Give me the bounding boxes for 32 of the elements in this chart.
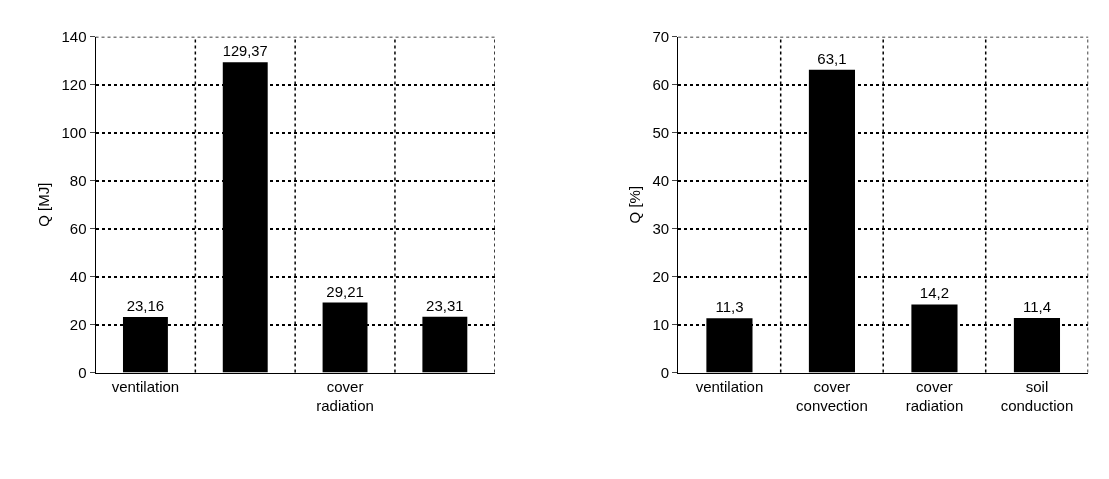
data-label: 11,3 [715,298,744,316]
y-tick-label: 0 [660,363,670,381]
y-tick-label: 50 [652,123,670,141]
y-tick-label: 100 [61,123,87,141]
y-tick-label: 0 [78,363,87,381]
y-axis-title: Q [MJ] [34,182,52,227]
y-tick-label: 120 [61,75,87,93]
y-tick-label: 20 [652,267,670,285]
y-tick-label: 10 [652,315,670,333]
y-tick-label: 80 [69,171,87,189]
y-tick-label: 70 [652,27,670,45]
y-tick-label: 140 [61,27,87,45]
data-label: 11,4 [1022,297,1051,315]
x-tick-label: ventilation [695,377,764,395]
data-label: 23,31 [426,296,464,314]
data-label: 129,37 [222,43,268,60]
y-tick-label: 30 [652,219,670,237]
data-label: 14,2 [919,284,950,302]
y-tick-label: 40 [652,171,670,189]
y-tick-label: 60 [652,75,670,93]
x-tick-label: cover convection [796,377,868,415]
data-label: 23,16 [126,297,165,315]
x-tick-label: cover radiation [316,377,374,415]
x-tick-label: soil conduction [1000,377,1074,415]
x-tick-label: ventilation [111,377,180,395]
y-axis-title: Q [%] [625,185,643,224]
y-tick-label: 60 [69,219,87,237]
data-label: 63,1 [817,49,847,67]
data-label: 29,21 [326,282,364,300]
x-tick-label: cover radiation [905,377,964,415]
y-tick-label: 20 [69,315,87,333]
y-tick-label: 40 [69,267,87,285]
